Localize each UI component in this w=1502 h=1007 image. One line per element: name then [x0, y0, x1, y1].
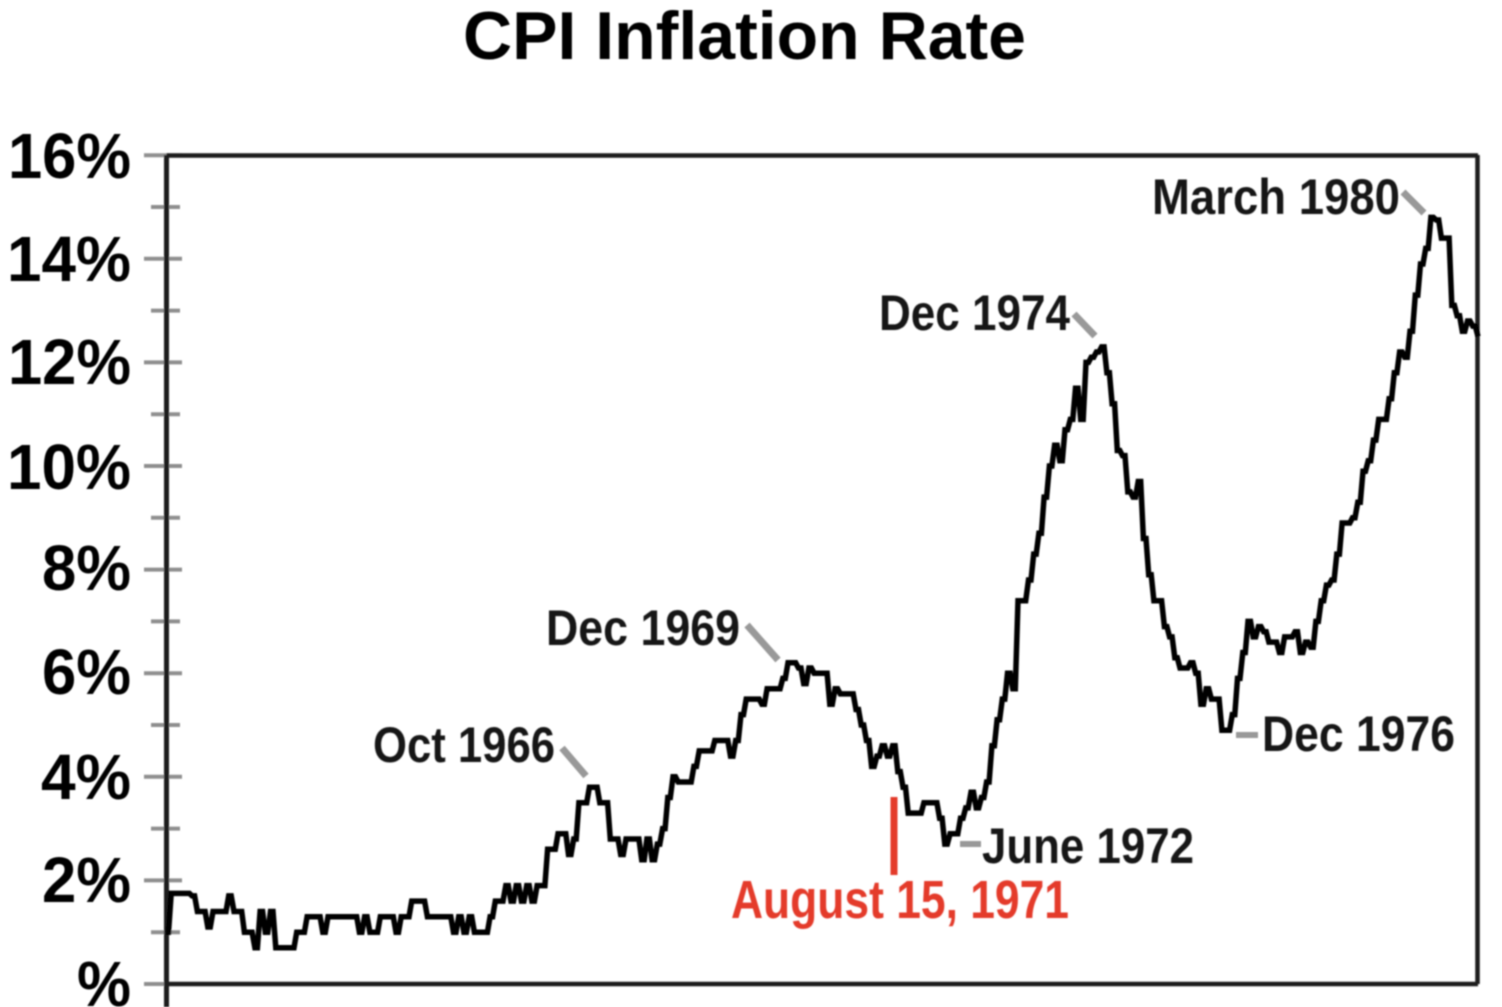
svg-text:August 15, 1971: August 15, 1971	[731, 870, 1069, 930]
svg-text:6%: 6%	[42, 636, 131, 708]
svg-text:%: %	[77, 948, 131, 1007]
svg-text:12%: 12%	[8, 326, 131, 398]
svg-text:June 1972: June 1972	[982, 818, 1194, 874]
svg-text:March 1980: March 1980	[1152, 169, 1400, 225]
svg-text:Dec 1969: Dec 1969	[546, 600, 740, 656]
svg-text:Dec 1976: Dec 1976	[1262, 706, 1455, 762]
svg-text:14%: 14%	[7, 223, 131, 295]
svg-text:2%: 2%	[42, 844, 131, 916]
svg-text:Dec 1974: Dec 1974	[879, 285, 1070, 341]
svg-text:16%: 16%	[8, 120, 131, 192]
svg-text:8%: 8%	[42, 532, 131, 604]
svg-text:10%: 10%	[7, 431, 131, 503]
svg-text:4%: 4%	[41, 741, 131, 813]
svg-text:Oct 1966: Oct 1966	[373, 717, 555, 773]
svg-text:CPI Inflation Rate: CPI Inflation Rate	[463, 0, 1026, 74]
